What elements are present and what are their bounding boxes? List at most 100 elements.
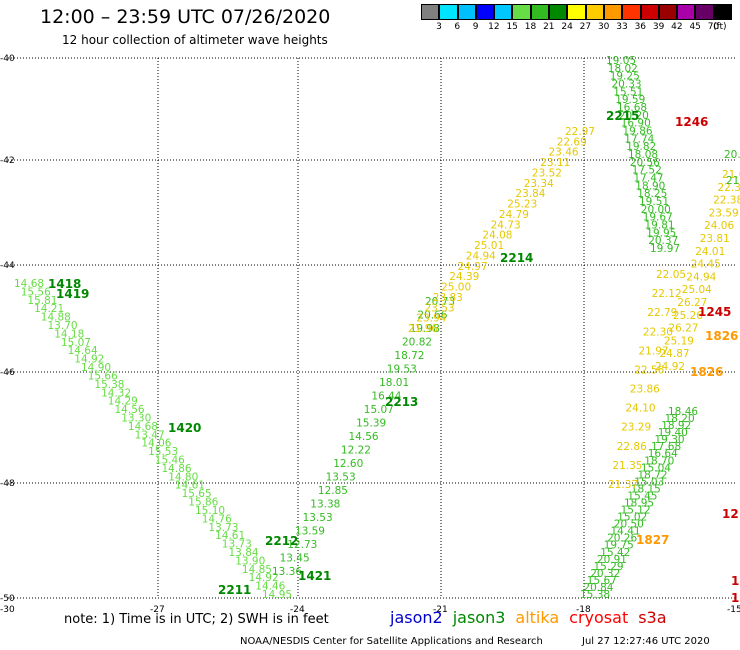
wave-height-value: 19.75 bbox=[604, 540, 634, 552]
pass-label: 2211 bbox=[218, 583, 251, 597]
wave-height-value: 14.85 bbox=[242, 564, 272, 576]
wave-height-value: 21.61 bbox=[722, 169, 740, 181]
color-scale-tick: 24 bbox=[561, 22, 573, 32]
wave-height-value: 23.83 bbox=[433, 292, 463, 304]
color-swatch bbox=[585, 4, 604, 20]
color-swatch bbox=[640, 4, 659, 20]
latitude-label: -46 bbox=[0, 368, 15, 378]
wave-height-value: 24.06 bbox=[704, 220, 734, 232]
color-swatch bbox=[475, 4, 495, 20]
pass-label: 1421 bbox=[298, 569, 331, 583]
pass-label: 1827 bbox=[636, 533, 669, 547]
wave-height-value: 18.95 bbox=[624, 498, 654, 510]
legend-jason2: jason2 bbox=[390, 608, 443, 627]
latitude-label: -44 bbox=[0, 261, 15, 271]
wave-height-value: 25.26 bbox=[673, 310, 703, 322]
wave-height-value: 19.05 bbox=[606, 55, 636, 67]
pass-label: 12 bbox=[722, 507, 739, 521]
wave-height-value: 20.00 bbox=[641, 204, 671, 216]
wave-height-value: 15.29 bbox=[594, 561, 624, 573]
wave-height-value: 13.53 bbox=[303, 512, 333, 524]
wave-height-value: 18.92 bbox=[661, 420, 691, 432]
wave-height-value: 19.53 bbox=[387, 364, 417, 376]
wave-height-value: 22.30 bbox=[643, 326, 673, 338]
wave-height-value: 19.67 bbox=[643, 212, 673, 224]
wave-height-value: 13.45 bbox=[280, 553, 310, 565]
legend-jason3: jason3 bbox=[452, 608, 506, 627]
wave-height-value: 23.53 bbox=[425, 302, 455, 314]
wave-height-value: 18.08 bbox=[628, 149, 658, 161]
color-scale-tick: 45 bbox=[689, 22, 701, 32]
wave-height-value: 23.11 bbox=[540, 157, 570, 169]
corner-label: -30 bbox=[0, 605, 15, 615]
wave-height-value: 13.73 bbox=[208, 522, 238, 534]
wave-height-value: 21.8 bbox=[726, 175, 740, 187]
wave-height-value: 23.81 bbox=[700, 233, 730, 245]
color-swatch bbox=[603, 4, 623, 20]
color-scale-tick: 30 bbox=[597, 22, 610, 32]
color-scale-tick: 6 bbox=[454, 22, 461, 32]
wave-height-value: 23.34 bbox=[524, 178, 554, 190]
wave-height-value: 18.20 bbox=[665, 413, 695, 425]
wave-height-value: 25.04 bbox=[682, 284, 712, 296]
map-grid bbox=[8, 57, 737, 599]
wave-height-value: 13.53 bbox=[326, 472, 356, 484]
wave-height-value: 17.74 bbox=[624, 133, 654, 145]
footnote: note: 1) Time is in UTC; 2) SWH is in fe… bbox=[64, 612, 329, 627]
wave-height-value: 14.56 bbox=[115, 404, 145, 416]
pass-label: 1418 bbox=[48, 277, 81, 291]
wave-height-value: 15.53 bbox=[148, 446, 178, 458]
color-swatch bbox=[695, 4, 714, 20]
wave-height-value: 13.36 bbox=[272, 566, 302, 578]
wave-height-value: 18.70 bbox=[644, 455, 674, 467]
map-subtitle: 12 hour collection of altimeter wave hei… bbox=[62, 33, 328, 47]
wave-height-value: 15.67 bbox=[587, 575, 617, 587]
wave-height-value: 14.56 bbox=[349, 431, 379, 443]
longitude-label: -15 bbox=[727, 605, 740, 615]
wave-height-value: 20.66 bbox=[417, 310, 447, 322]
color-scale-tick: 12 bbox=[488, 22, 500, 32]
wave-height-value: 20.20 bbox=[619, 110, 649, 122]
latitude-label: -42 bbox=[0, 156, 15, 166]
wave-height-value: 21.97 bbox=[639, 345, 669, 357]
wave-height-value: 19.81 bbox=[645, 220, 675, 232]
wave-height-value: 15.04 bbox=[641, 462, 671, 474]
wave-height-value: 14.80 bbox=[168, 471, 198, 483]
wave-height-value: 22.97 bbox=[565, 126, 595, 138]
color-swatch bbox=[713, 4, 733, 20]
color-scale-tick: 18 bbox=[524, 22, 537, 32]
wave-height-value: 18.25 bbox=[637, 188, 667, 200]
wave-height-value: 15.03 bbox=[634, 476, 664, 488]
wave-height-value: 17.68 bbox=[651, 441, 681, 453]
pass-label: 1 bbox=[731, 574, 739, 588]
wave-height-value: 15.42 bbox=[600, 547, 630, 559]
pass-label: 2213 bbox=[385, 395, 418, 409]
wave-height-value: 20.56 bbox=[630, 157, 660, 169]
wave-height-value: 15.81 bbox=[27, 295, 57, 307]
color-scale-tick: 27 bbox=[579, 22, 592, 32]
wave-height-value: 25.00 bbox=[441, 282, 471, 294]
wave-height-value: 24.73 bbox=[491, 219, 521, 231]
wave-height-value: 24.10 bbox=[626, 403, 656, 415]
wave-height-value: 14.18 bbox=[54, 328, 84, 340]
color-swatch bbox=[494, 4, 513, 20]
color-scale-unit: (ft) bbox=[713, 22, 727, 32]
pass-label: 1419 bbox=[56, 287, 89, 301]
wave-height-value: 14.06 bbox=[141, 438, 171, 450]
wave-height-value: 25.01 bbox=[474, 240, 504, 252]
wave-height-value: 20.91 bbox=[597, 554, 627, 566]
wave-height-value: 26.27 bbox=[668, 323, 698, 335]
wave-height-value: 15.56 bbox=[21, 286, 51, 298]
color-scale-tick: 39 bbox=[652, 22, 665, 32]
latitude-label: -48 bbox=[0, 479, 15, 489]
wave-height-value: 15.46 bbox=[155, 455, 185, 467]
wave-height-value: 23.84 bbox=[515, 188, 545, 200]
wave-height-value: 17.52 bbox=[632, 165, 662, 177]
wave-height-value: 20.82 bbox=[402, 337, 432, 349]
wave-height-value: 24.01 bbox=[695, 246, 725, 258]
color-swatch bbox=[549, 4, 568, 20]
wave-height-value: 24.08 bbox=[482, 230, 512, 242]
color-swatch bbox=[567, 4, 586, 20]
wave-height-value: 16.44 bbox=[371, 391, 401, 403]
wave-height-value: 13.73 bbox=[222, 539, 252, 551]
